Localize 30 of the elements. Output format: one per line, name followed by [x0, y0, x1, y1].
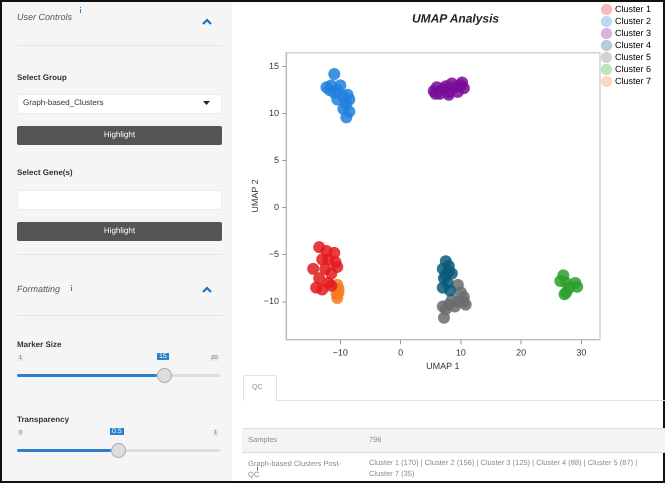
- text: Select Gene(s): [17, 168, 73, 177]
- x-tick-label: 10: [456, 347, 466, 358]
- legend-label: Cluster 6: [614, 64, 651, 74]
- x-axis-title: UMAP 1: [426, 361, 460, 372]
- y-tick-label: 5: [274, 155, 280, 166]
- y-tick-label: −5: [268, 249, 280, 260]
- legend-label: Cluster 3: [614, 28, 651, 38]
- chart-title: UMAP Analysis: [412, 12, 500, 26]
- legend-label: Cluster 5: [614, 52, 651, 62]
- y-tick-label: 10: [269, 108, 280, 118]
- x-tick-label: −10: [332, 347, 348, 358]
- y-axis-title: UMAP 2: [250, 179, 260, 213]
- y-tick-label: −10: [264, 296, 280, 306]
- y-tick-label: 0: [274, 202, 280, 212]
- text: Highlight: [102, 130, 136, 139]
- y-tick-label: 15: [269, 61, 280, 71]
- legend-label: Cluster 2: [614, 16, 651, 26]
- legend-label: Cluster 7: [614, 76, 651, 86]
- text: User Controls: [17, 12, 72, 22]
- x-tick-label: 20: [516, 347, 526, 358]
- text: Marker Size: [17, 340, 62, 349]
- legend-label: Cluster 1: [614, 4, 651, 14]
- text: Formatting: [17, 284, 60, 294]
- x-tick-label: 30: [576, 347, 586, 358]
- text: Transparency: [17, 415, 70, 424]
- text: Highlight: [102, 226, 136, 235]
- text: Graph-based_Clusters: [23, 98, 104, 107]
- legend-label: Cluster 4: [614, 40, 651, 50]
- x-tick-label: 0: [398, 347, 404, 358]
- text: Select Group: [17, 73, 67, 82]
